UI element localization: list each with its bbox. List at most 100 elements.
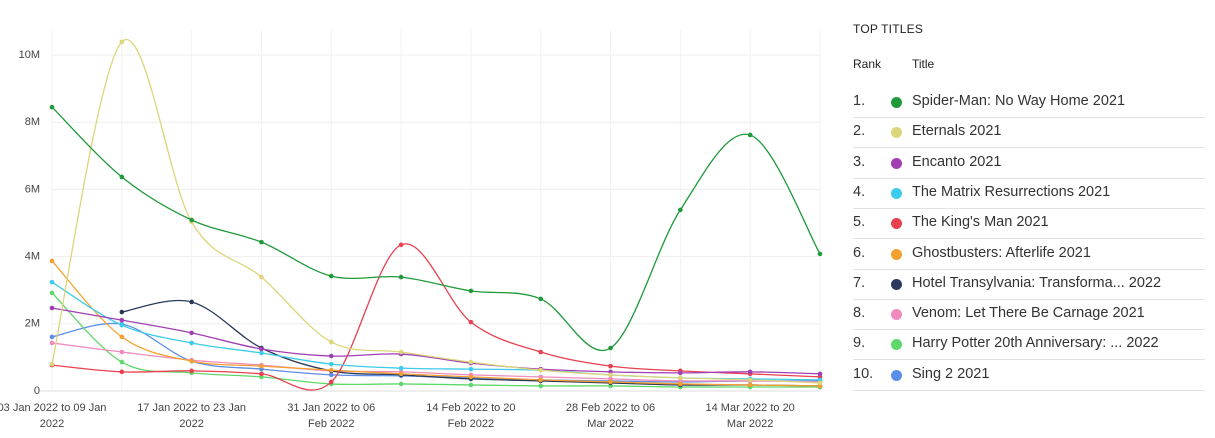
point [328,379,334,385]
point [538,383,544,389]
rank: 4. [853,183,866,200]
legend-dot [891,309,902,321]
rank: 9. [853,335,866,352]
point [608,372,613,378]
point [259,239,264,245]
point [119,359,125,365]
point [49,279,55,285]
point [49,305,55,311]
rank: 8. [853,305,866,322]
rank: 1. [853,93,866,109]
point [119,349,125,355]
title-row: 6. Ghostbusters: Afterlife 2021 [853,239,1205,270]
title-row: 10. Sing 2 2021 [853,360,1205,391]
series-line [51,38,821,384]
y-tick-label: 2M [25,318,40,330]
title-row: 1. Spider-Man: No Way Home 2021 [853,87,1205,118]
legend-label: The King's Man 2021 [912,214,1049,231]
point [747,382,753,388]
rank: 5. [853,214,866,231]
point [817,380,823,386]
point [538,296,544,302]
point [328,273,334,279]
point [119,322,125,328]
point [189,340,194,346]
point [747,369,753,375]
point [468,319,474,325]
rank: 6. [853,244,866,261]
top-titles-panel: TOP TITLES Rank Title 1. Spider-Man: No W… [853,0,1205,438]
legend-label: Venom: Let There Be Carnage 2021 [912,305,1145,322]
point [398,242,404,248]
series-line [51,281,821,381]
series-line [51,292,820,388]
title-row: 4. The Matrix Resurrections 2021 [853,178,1205,209]
point [678,375,683,381]
point [817,371,823,377]
legend-label: Eternals 2021 [912,123,1002,140]
point [747,377,753,383]
rank-header: Rank [853,57,882,71]
legend-dot [891,369,902,381]
series-line [51,106,821,352]
point [49,104,55,110]
point [468,359,474,365]
rank: 2. [853,123,866,140]
panel-title: TOP TITLES [853,22,924,36]
point [119,39,125,45]
x-tick-label: 17 Jan 2022 to 23 Jan 2022 [137,402,247,430]
y-tick-label: 0 [34,385,40,397]
point [328,367,334,373]
legend-dot [891,339,902,351]
point [189,330,194,336]
title-row: 9. Harry Potter 20th Anniversary: ... 202… [853,329,1205,361]
point [678,207,683,213]
point [259,346,264,352]
point [49,334,55,340]
point [49,361,55,367]
point [328,361,334,367]
point [608,345,613,351]
legend-label: Ghostbusters: Afterlife 2021 [912,244,1091,261]
x-tick-label: 31 Jan 2022 to 06 Feb 2022 [287,402,376,430]
point [119,309,125,315]
legend-dot [891,127,902,139]
legend-dot [891,97,902,108]
point [678,381,683,387]
point [259,371,264,377]
point [328,339,334,345]
legend-label: The Matrix Resurrections 2021 [912,183,1111,200]
point [398,371,404,377]
legend-dot [891,187,902,199]
legend-dot [891,278,902,290]
x-tick-label: 14 Mar 2022 to 20 Mar 2022 [705,402,795,430]
legend-label: Sing 2 2021 [912,365,990,382]
point [189,358,194,364]
series-line [51,260,821,387]
title-row: 2. Eternals 2021 [853,117,1205,149]
point [189,368,194,374]
rank: 3. [853,153,866,170]
title-row: 8. Venom: Let There Be Carnage 2021 [853,299,1205,331]
x-tick-label: 14 Feb 2022 to 20 Feb 2022 [426,402,516,430]
title-row: 5. The King's Man 2021 [853,208,1205,240]
point [747,132,753,138]
point [538,367,544,373]
x-tick-label: 03 Jan 2022 to 09 Jan 2022 [0,402,107,430]
rank: 7. [853,274,866,291]
series-line [51,307,821,375]
y-tick-label: 8M [25,116,40,128]
y-tick-label: 10M [19,49,40,61]
point [538,377,544,383]
series-line [51,243,821,391]
point [468,366,474,372]
point [119,334,125,340]
point [328,353,334,359]
point [49,258,55,264]
legend-label: Encanto 2021 [912,153,1002,170]
point [259,274,264,280]
point [328,372,334,378]
point [398,381,404,387]
point [259,350,264,356]
